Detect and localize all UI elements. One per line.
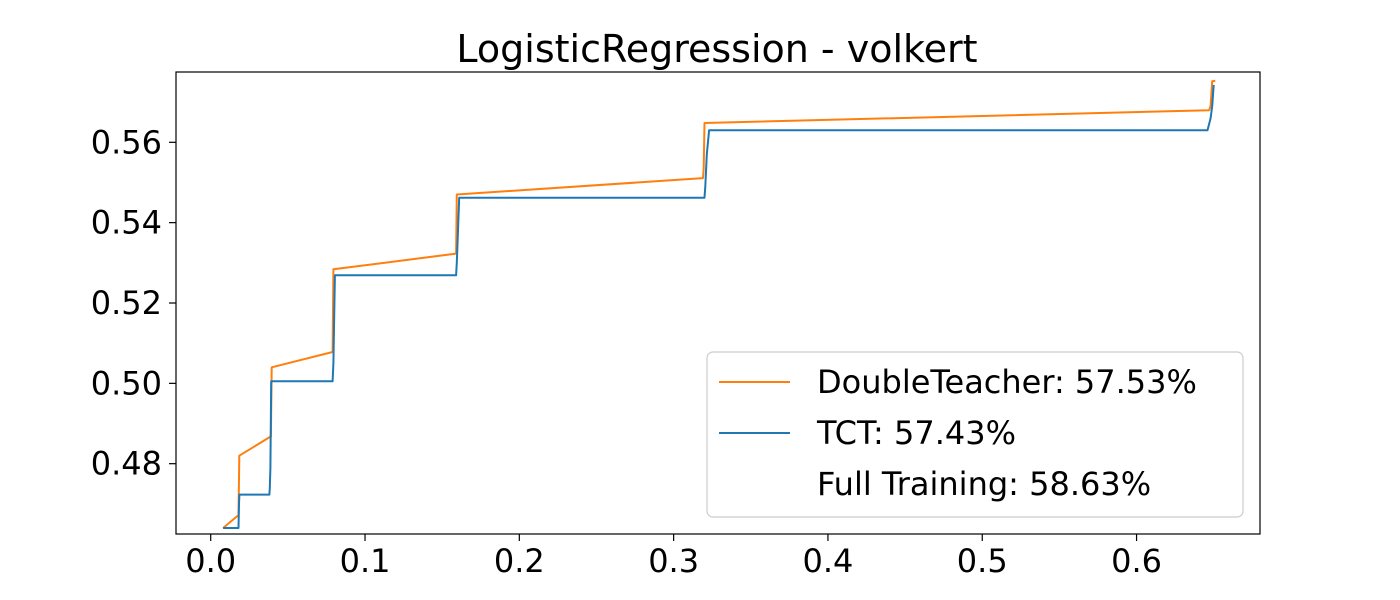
x-axis: 0.0 0.1 0.2 0.3 0.4 0.5 0.6: [185, 534, 1162, 580]
x-tick-label: 0.5: [957, 542, 1008, 580]
y-tick-label: 0.54: [91, 204, 162, 242]
legend-box: [706, 351, 1244, 518]
legend-label: Full Training: 58.63%: [817, 465, 1151, 503]
x-tick-label: 0.6: [1111, 542, 1162, 580]
series-lines: [222, 79, 1216, 529]
y-tick-label: 0.52: [91, 284, 162, 322]
series-line-0: [222, 79, 1216, 529]
x-tick-label: 0.4: [802, 542, 853, 580]
legend-label: TCT: 57.43%: [816, 414, 1016, 452]
series-line-1: [223, 84, 1215, 529]
y-tick-label: 0.50: [91, 364, 162, 402]
legend: DoubleTeacher: 57.53% TCT: 57.43% Full Tra…: [706, 351, 1244, 518]
x-tick-label: 0.1: [340, 542, 391, 580]
x-tick-label: 0.0: [185, 542, 236, 580]
x-tick-label: 0.3: [648, 542, 699, 580]
x-tick-label: 0.2: [494, 542, 545, 580]
y-tick-label: 0.56: [91, 123, 162, 161]
y-axis: 0.48 0.50 0.52 0.54 0.56: [91, 123, 176, 483]
chart-title: LogisticRegression - volkert: [456, 27, 977, 71]
legend-label: DoubleTeacher: 57.53%: [817, 363, 1197, 401]
y-tick-label: 0.48: [91, 445, 162, 483]
